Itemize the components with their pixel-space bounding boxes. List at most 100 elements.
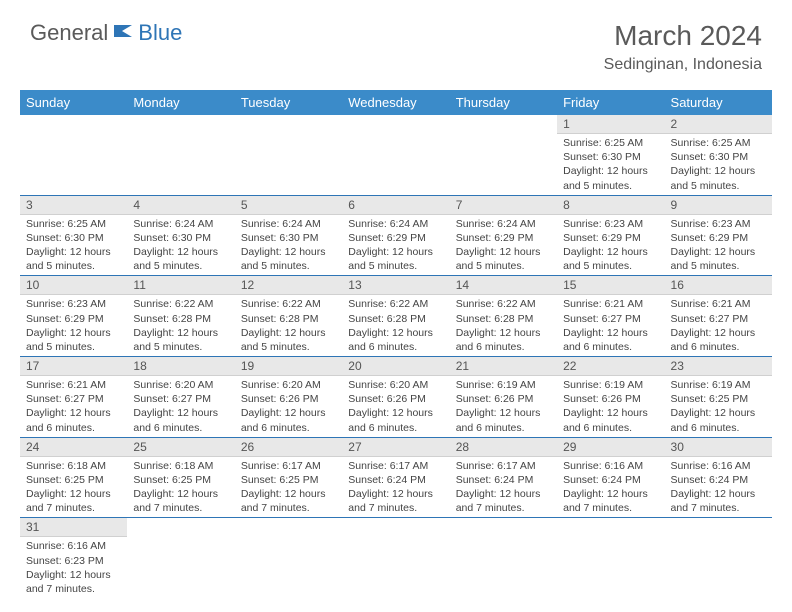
calendar-cell: 31Sunrise: 6:16 AM Sunset: 6:23 PM Dayli… <box>20 518 127 598</box>
calendar-row: 24Sunrise: 6:18 AM Sunset: 6:25 PM Dayli… <box>20 437 772 518</box>
day-number: 29 <box>557 438 664 457</box>
calendar-row: 17Sunrise: 6:21 AM Sunset: 6:27 PM Dayli… <box>20 357 772 438</box>
day-details: Sunrise: 6:22 AM Sunset: 6:28 PM Dayligh… <box>450 295 557 356</box>
calendar-table: SundayMondayTuesdayWednesdayThursdayFrid… <box>20 90 772 598</box>
day-number: 5 <box>235 196 342 215</box>
title-block: March 2024 Sedinginan, Indonesia <box>604 20 762 74</box>
day-header: Friday <box>557 90 664 115</box>
calendar-cell: 17Sunrise: 6:21 AM Sunset: 6:27 PM Dayli… <box>20 357 127 438</box>
calendar-cell: 14Sunrise: 6:22 AM Sunset: 6:28 PM Dayli… <box>450 276 557 357</box>
calendar-cell <box>557 518 664 598</box>
day-header: Wednesday <box>342 90 449 115</box>
day-number: 14 <box>450 276 557 295</box>
day-header: Saturday <box>665 90 772 115</box>
logo-text-general: General <box>30 20 108 46</box>
calendar-cell: 18Sunrise: 6:20 AM Sunset: 6:27 PM Dayli… <box>127 357 234 438</box>
day-details: Sunrise: 6:22 AM Sunset: 6:28 PM Dayligh… <box>342 295 449 356</box>
day-number: 31 <box>20 518 127 537</box>
day-details: Sunrise: 6:17 AM Sunset: 6:25 PM Dayligh… <box>235 457 342 518</box>
day-details: Sunrise: 6:25 AM Sunset: 6:30 PM Dayligh… <box>20 215 127 276</box>
calendar-cell: 2Sunrise: 6:25 AM Sunset: 6:30 PM Daylig… <box>665 115 772 195</box>
day-details: Sunrise: 6:24 AM Sunset: 6:30 PM Dayligh… <box>127 215 234 276</box>
day-details: Sunrise: 6:17 AM Sunset: 6:24 PM Dayligh… <box>342 457 449 518</box>
calendar-cell: 27Sunrise: 6:17 AM Sunset: 6:24 PM Dayli… <box>342 437 449 518</box>
day-details: Sunrise: 6:20 AM Sunset: 6:27 PM Dayligh… <box>127 376 234 437</box>
day-number: 18 <box>127 357 234 376</box>
calendar-cell: 25Sunrise: 6:18 AM Sunset: 6:25 PM Dayli… <box>127 437 234 518</box>
calendar-cell: 3Sunrise: 6:25 AM Sunset: 6:30 PM Daylig… <box>20 195 127 276</box>
location-subtitle: Sedinginan, Indonesia <box>604 56 762 74</box>
day-details: Sunrise: 6:22 AM Sunset: 6:28 PM Dayligh… <box>235 295 342 356</box>
calendar-cell: 5Sunrise: 6:24 AM Sunset: 6:30 PM Daylig… <box>235 195 342 276</box>
day-details: Sunrise: 6:20 AM Sunset: 6:26 PM Dayligh… <box>235 376 342 437</box>
calendar-cell: 9Sunrise: 6:23 AM Sunset: 6:29 PM Daylig… <box>665 195 772 276</box>
calendar-cell: 8Sunrise: 6:23 AM Sunset: 6:29 PM Daylig… <box>557 195 664 276</box>
day-number: 9 <box>665 196 772 215</box>
day-details: Sunrise: 6:16 AM Sunset: 6:24 PM Dayligh… <box>557 457 664 518</box>
calendar-cell: 20Sunrise: 6:20 AM Sunset: 6:26 PM Dayli… <box>342 357 449 438</box>
day-number: 25 <box>127 438 234 457</box>
calendar-row: 31Sunrise: 6:16 AM Sunset: 6:23 PM Dayli… <box>20 518 772 598</box>
calendar-row: 10Sunrise: 6:23 AM Sunset: 6:29 PM Dayli… <box>20 276 772 357</box>
day-details: Sunrise: 6:21 AM Sunset: 6:27 PM Dayligh… <box>20 376 127 437</box>
calendar-cell: 26Sunrise: 6:17 AM Sunset: 6:25 PM Dayli… <box>235 437 342 518</box>
day-details: Sunrise: 6:16 AM Sunset: 6:24 PM Dayligh… <box>665 457 772 518</box>
day-details: Sunrise: 6:19 AM Sunset: 6:25 PM Dayligh… <box>665 376 772 437</box>
day-details: Sunrise: 6:25 AM Sunset: 6:30 PM Dayligh… <box>557 134 664 195</box>
day-header: Sunday <box>20 90 127 115</box>
calendar-cell <box>235 518 342 598</box>
day-number: 13 <box>342 276 449 295</box>
day-number: 1 <box>557 115 664 134</box>
day-number: 6 <box>342 196 449 215</box>
day-number: 22 <box>557 357 664 376</box>
day-number: 3 <box>20 196 127 215</box>
calendar-cell: 23Sunrise: 6:19 AM Sunset: 6:25 PM Dayli… <box>665 357 772 438</box>
page-title: March 2024 <box>604 20 762 52</box>
day-details: Sunrise: 6:18 AM Sunset: 6:25 PM Dayligh… <box>127 457 234 518</box>
calendar-body: 1Sunrise: 6:25 AM Sunset: 6:30 PM Daylig… <box>20 115 772 598</box>
day-details: Sunrise: 6:23 AM Sunset: 6:29 PM Dayligh… <box>557 215 664 276</box>
logo-text-blue: Blue <box>138 20 182 46</box>
day-details: Sunrise: 6:25 AM Sunset: 6:30 PM Dayligh… <box>665 134 772 195</box>
day-details: Sunrise: 6:17 AM Sunset: 6:24 PM Dayligh… <box>450 457 557 518</box>
calendar-cell: 13Sunrise: 6:22 AM Sunset: 6:28 PM Dayli… <box>342 276 449 357</box>
calendar-cell: 11Sunrise: 6:22 AM Sunset: 6:28 PM Dayli… <box>127 276 234 357</box>
day-number: 10 <box>20 276 127 295</box>
day-header: Tuesday <box>235 90 342 115</box>
calendar-cell <box>127 518 234 598</box>
day-number: 16 <box>665 276 772 295</box>
day-details: Sunrise: 6:23 AM Sunset: 6:29 PM Dayligh… <box>665 215 772 276</box>
calendar-cell: 28Sunrise: 6:17 AM Sunset: 6:24 PM Dayli… <box>450 437 557 518</box>
calendar-cell: 15Sunrise: 6:21 AM Sunset: 6:27 PM Dayli… <box>557 276 664 357</box>
day-number: 2 <box>665 115 772 134</box>
day-number: 12 <box>235 276 342 295</box>
calendar-cell: 24Sunrise: 6:18 AM Sunset: 6:25 PM Dayli… <box>20 437 127 518</box>
day-number: 19 <box>235 357 342 376</box>
calendar-cell <box>665 518 772 598</box>
day-header-row: SundayMondayTuesdayWednesdayThursdayFrid… <box>20 90 772 115</box>
day-number: 26 <box>235 438 342 457</box>
day-number: 24 <box>20 438 127 457</box>
day-details: Sunrise: 6:24 AM Sunset: 6:29 PM Dayligh… <box>342 215 449 276</box>
calendar-cell <box>127 115 234 195</box>
day-number: 23 <box>665 357 772 376</box>
day-number: 21 <box>450 357 557 376</box>
calendar-cell: 12Sunrise: 6:22 AM Sunset: 6:28 PM Dayli… <box>235 276 342 357</box>
day-number: 30 <box>665 438 772 457</box>
calendar-cell <box>342 115 449 195</box>
day-details: Sunrise: 6:23 AM Sunset: 6:29 PM Dayligh… <box>20 295 127 356</box>
calendar-cell <box>450 518 557 598</box>
day-details: Sunrise: 6:18 AM Sunset: 6:25 PM Dayligh… <box>20 457 127 518</box>
day-details: Sunrise: 6:22 AM Sunset: 6:28 PM Dayligh… <box>127 295 234 356</box>
day-number: 15 <box>557 276 664 295</box>
calendar-cell <box>235 115 342 195</box>
calendar-cell: 19Sunrise: 6:20 AM Sunset: 6:26 PM Dayli… <box>235 357 342 438</box>
calendar-cell: 16Sunrise: 6:21 AM Sunset: 6:27 PM Dayli… <box>665 276 772 357</box>
day-number: 7 <box>450 196 557 215</box>
day-header: Monday <box>127 90 234 115</box>
day-number: 28 <box>450 438 557 457</box>
day-number: 4 <box>127 196 234 215</box>
day-number: 27 <box>342 438 449 457</box>
header: General Blue March 2024 Sedinginan, Indo… <box>0 0 792 84</box>
day-header: Thursday <box>450 90 557 115</box>
